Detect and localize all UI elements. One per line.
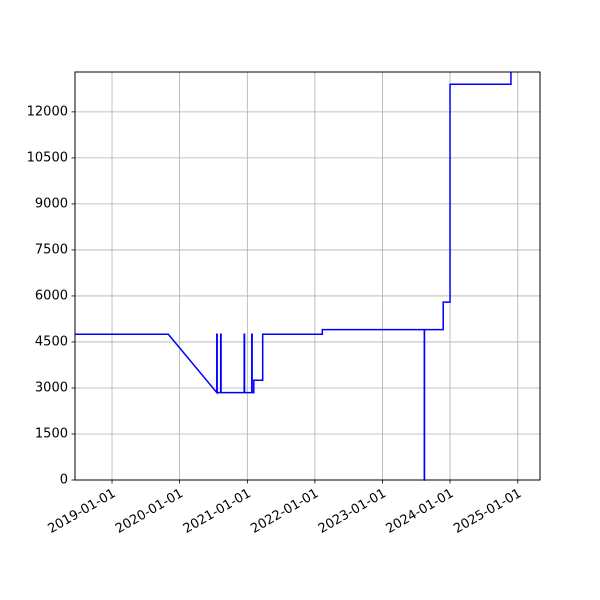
x-tick-label: 2021-01-01: [181, 486, 254, 537]
y-tick-label: 0: [60, 473, 68, 488]
y-tick-label: 10500: [27, 150, 68, 165]
x-tick-label: 2025-01-01: [451, 486, 524, 537]
x-tick-label: 2024-01-01: [383, 486, 456, 537]
x-tick-label: 2020-01-01: [113, 486, 186, 537]
x-tick-label: 2019-01-01: [45, 486, 118, 537]
series-layer: [75, 72, 512, 481]
x-tick-label: 2023-01-01: [316, 486, 389, 537]
y-tick-label: 9000: [35, 196, 68, 211]
y-tick-label: 3000: [35, 380, 68, 395]
y-tick-label: 7500: [35, 242, 68, 257]
series-line: [75, 72, 512, 481]
plot-frame: [74, 71, 541, 481]
y-tick-label: 4500: [35, 334, 68, 349]
grid: [75, 72, 540, 481]
y-tick-label: 1500: [35, 426, 68, 441]
x-tick-label: 2022-01-01: [248, 486, 321, 537]
tick-marks: [71, 111, 519, 484]
y-tick-label: 6000: [35, 288, 68, 303]
y-tick-label: 12000: [27, 104, 68, 119]
